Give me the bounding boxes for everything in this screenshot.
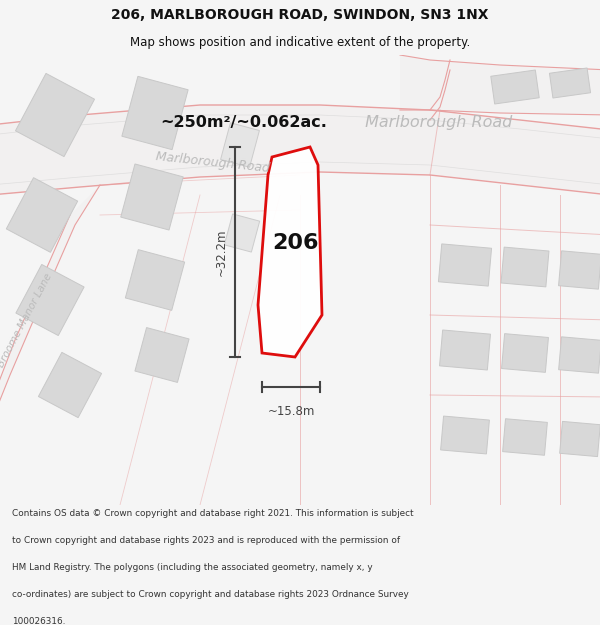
Text: 100026316.: 100026316. bbox=[12, 617, 65, 625]
Text: Marlborough Road: Marlborough Road bbox=[360, 116, 512, 131]
Polygon shape bbox=[16, 73, 95, 157]
Polygon shape bbox=[400, 55, 600, 115]
Polygon shape bbox=[560, 421, 600, 457]
Text: co-ordinates) are subject to Crown copyright and database rights 2023 Ordnance S: co-ordinates) are subject to Crown copyr… bbox=[12, 589, 409, 599]
Polygon shape bbox=[0, 185, 100, 455]
Polygon shape bbox=[559, 251, 600, 289]
Polygon shape bbox=[121, 164, 183, 230]
Text: ~15.8m: ~15.8m bbox=[268, 405, 314, 418]
Polygon shape bbox=[122, 76, 188, 149]
Text: HM Land Registry. The polygons (including the associated geometry, namely x, y: HM Land Registry. The polygons (includin… bbox=[12, 562, 373, 572]
Polygon shape bbox=[491, 70, 539, 104]
Polygon shape bbox=[16, 264, 84, 336]
Polygon shape bbox=[440, 416, 490, 454]
Polygon shape bbox=[550, 68, 590, 98]
Polygon shape bbox=[125, 249, 185, 311]
Polygon shape bbox=[224, 214, 260, 252]
Polygon shape bbox=[0, 105, 600, 195]
Polygon shape bbox=[503, 419, 547, 455]
Text: Map shows position and indicative extent of the property.: Map shows position and indicative extent… bbox=[130, 36, 470, 49]
Text: Marlborough Road: Marlborough Road bbox=[155, 151, 271, 176]
Text: Broome Manor Lane: Broome Manor Lane bbox=[0, 271, 54, 369]
Polygon shape bbox=[7, 177, 77, 252]
Polygon shape bbox=[135, 328, 189, 382]
Text: 206, MARLBOROUGH ROAD, SWINDON, SN3 1NX: 206, MARLBOROUGH ROAD, SWINDON, SN3 1NX bbox=[111, 8, 489, 22]
Polygon shape bbox=[502, 334, 548, 372]
Polygon shape bbox=[38, 352, 101, 418]
Polygon shape bbox=[439, 244, 491, 286]
Polygon shape bbox=[258, 147, 322, 357]
Text: ~32.2m: ~32.2m bbox=[215, 228, 227, 276]
Text: Contains OS data © Crown copyright and database right 2021. This information is : Contains OS data © Crown copyright and d… bbox=[12, 509, 413, 518]
Polygon shape bbox=[559, 337, 600, 373]
Polygon shape bbox=[501, 247, 549, 287]
Text: 206: 206 bbox=[272, 233, 318, 253]
Text: to Crown copyright and database rights 2023 and is reproduced with the permissio: to Crown copyright and database rights 2… bbox=[12, 536, 400, 544]
Polygon shape bbox=[440, 330, 490, 370]
Polygon shape bbox=[221, 122, 259, 168]
Text: ~250m²/~0.062ac.: ~250m²/~0.062ac. bbox=[160, 116, 327, 131]
